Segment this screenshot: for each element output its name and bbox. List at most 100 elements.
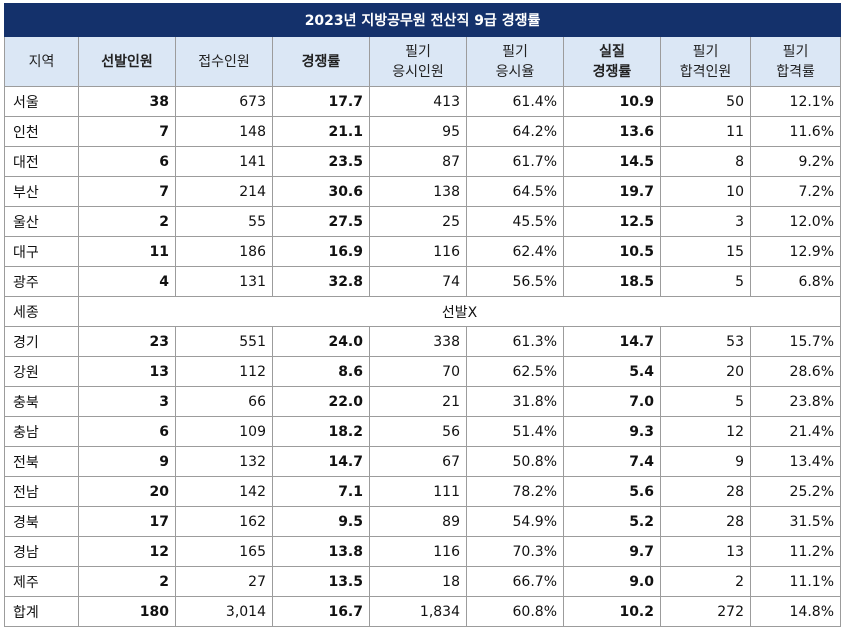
region-cell: 서울 xyxy=(4,86,79,117)
column-header-applied: 접수인원 xyxy=(175,36,273,87)
ratio-cell: 22.0 xyxy=(272,386,370,417)
region-cell: 인천 xyxy=(4,116,79,147)
table-body: 서울 38 673 17.7 413 61.4% 10.9 50 12.1% 인천 7 148 21.1… xyxy=(4,86,842,627)
take-rate-cell: 62.4% xyxy=(466,236,564,267)
applied-cell: 673 xyxy=(175,86,273,117)
applied-cell: 165 xyxy=(175,536,273,567)
passed-cell: 12 xyxy=(660,416,751,447)
take-rate-cell: 50.8% xyxy=(466,446,564,477)
ratio-cell: 14.7 xyxy=(272,446,370,477)
column-header-pass-rate: 필기 합격률 xyxy=(749,36,842,87)
column-header-real-ratio: 실질 경쟁률 xyxy=(563,36,661,87)
real-ratio-cell: 7.4 xyxy=(563,446,661,477)
table-row: 서울 38 673 17.7 413 61.4% 10.9 50 12.1% xyxy=(4,86,842,117)
region-cell: 경기 xyxy=(4,326,79,357)
ratio-cell: 32.8 xyxy=(272,266,370,297)
column-header-line: 응시율 xyxy=(495,63,535,80)
selected-cell: 17 xyxy=(78,506,176,537)
applied-cell: 66 xyxy=(175,386,273,417)
real-ratio-cell: 13.6 xyxy=(563,116,661,147)
column-header-took: 필기 응시인원 xyxy=(369,36,467,87)
ratio-cell: 17.7 xyxy=(272,86,370,117)
applied-cell: 112 xyxy=(175,356,273,387)
column-header-line: 경쟁률 xyxy=(592,63,632,80)
take-rate-cell: 54.9% xyxy=(466,506,564,537)
selected-cell: 23 xyxy=(78,326,176,357)
ratio-cell: 30.6 xyxy=(272,176,370,207)
region-cell: 경북 xyxy=(4,506,79,537)
table-row: 전남 20 142 7.1 111 78.2% 5.6 28 25.2% xyxy=(4,476,842,507)
passed-cell: 10 xyxy=(660,176,751,207)
took-cell: 25 xyxy=(369,206,467,237)
ratio-cell: 24.0 xyxy=(272,326,370,357)
take-rate-cell: 56.5% xyxy=(466,266,564,297)
table-row: 합계 180 3,014 16.7 1,834 60.8% 10.2 272 14.8% xyxy=(4,596,842,627)
real-ratio-cell: 19.7 xyxy=(563,176,661,207)
selected-cell: 20 xyxy=(78,476,176,507)
region-cell: 강원 xyxy=(4,356,79,387)
pass-rate-cell: 25.2% xyxy=(749,476,842,507)
table-row: 대전 6 141 23.5 87 61.7% 14.5 8 9.2% xyxy=(4,146,842,177)
pass-rate-cell: 12.9% xyxy=(749,236,842,267)
column-header-line: 접수인원 xyxy=(198,53,250,70)
take-rate-cell: 70.3% xyxy=(466,536,564,567)
took-cell: 116 xyxy=(369,536,467,567)
passed-cell: 28 xyxy=(660,506,751,537)
real-ratio-cell: 9.0 xyxy=(563,566,661,597)
region-cell: 합계 xyxy=(4,596,79,627)
selected-cell: 3 xyxy=(78,386,176,417)
column-header-selected: 선발인원 xyxy=(78,36,176,87)
column-header-ratio: 경쟁률 xyxy=(272,36,370,87)
take-rate-cell: 51.4% xyxy=(466,416,564,447)
table-row: 울산 2 55 27.5 25 45.5% 12.5 3 12.0% xyxy=(4,206,842,237)
real-ratio-cell: 9.3 xyxy=(563,416,661,447)
table-row: 충북 3 66 22.0 21 31.8% 7.0 5 23.8% xyxy=(4,386,842,417)
column-header-line: 필기 xyxy=(782,43,809,60)
ratio-cell: 13.8 xyxy=(272,536,370,567)
take-rate-cell: 78.2% xyxy=(466,476,564,507)
applied-cell: 3,014 xyxy=(175,596,273,627)
applied-cell: 148 xyxy=(175,116,273,147)
region-cell: 대전 xyxy=(4,146,79,177)
region-cell: 대구 xyxy=(4,236,79,267)
region-cell: 부산 xyxy=(4,176,79,207)
selected-cell: 180 xyxy=(78,596,176,627)
table-row: 전북 9 132 14.7 67 50.8% 7.4 9 13.4% xyxy=(4,446,842,477)
ratio-cell: 8.6 xyxy=(272,356,370,387)
real-ratio-cell: 5.6 xyxy=(563,476,661,507)
passed-cell: 13 xyxy=(660,536,751,567)
took-cell: 87 xyxy=(369,146,467,177)
applied-cell: 162 xyxy=(175,506,273,537)
took-cell: 56 xyxy=(369,416,467,447)
applied-cell: 109 xyxy=(175,416,273,447)
took-cell: 116 xyxy=(369,236,467,267)
ratio-cell: 27.5 xyxy=(272,206,370,237)
pass-rate-cell: 28.6% xyxy=(749,356,842,387)
selected-cell: 38 xyxy=(78,86,176,117)
took-cell: 70 xyxy=(369,356,467,387)
took-cell: 138 xyxy=(369,176,467,207)
took-cell: 111 xyxy=(369,476,467,507)
pass-rate-cell: 21.4% xyxy=(749,416,842,447)
pass-rate-cell: 9.2% xyxy=(749,146,842,177)
pass-rate-cell: 31.5% xyxy=(749,506,842,537)
region-cell: 울산 xyxy=(4,206,79,237)
column-header-line: 필기 xyxy=(502,43,528,60)
passed-cell: 272 xyxy=(660,596,751,627)
take-rate-cell: 64.2% xyxy=(466,116,564,147)
take-rate-cell: 61.3% xyxy=(466,326,564,357)
took-cell: 413 xyxy=(369,86,467,117)
pass-rate-cell: 13.4% xyxy=(749,446,842,477)
selected-cell: 2 xyxy=(78,206,176,237)
region-cell: 전남 xyxy=(4,476,79,507)
took-cell: 18 xyxy=(369,566,467,597)
applied-cell: 214 xyxy=(175,176,273,207)
selected-cell: 6 xyxy=(78,416,176,447)
region-cell: 충남 xyxy=(4,416,79,447)
applied-cell: 132 xyxy=(175,446,273,477)
applied-cell: 131 xyxy=(175,266,273,297)
table-row: 제주 2 27 13.5 18 66.7% 9.0 2 11.1% xyxy=(4,566,842,597)
selected-cell: 12 xyxy=(78,536,176,567)
